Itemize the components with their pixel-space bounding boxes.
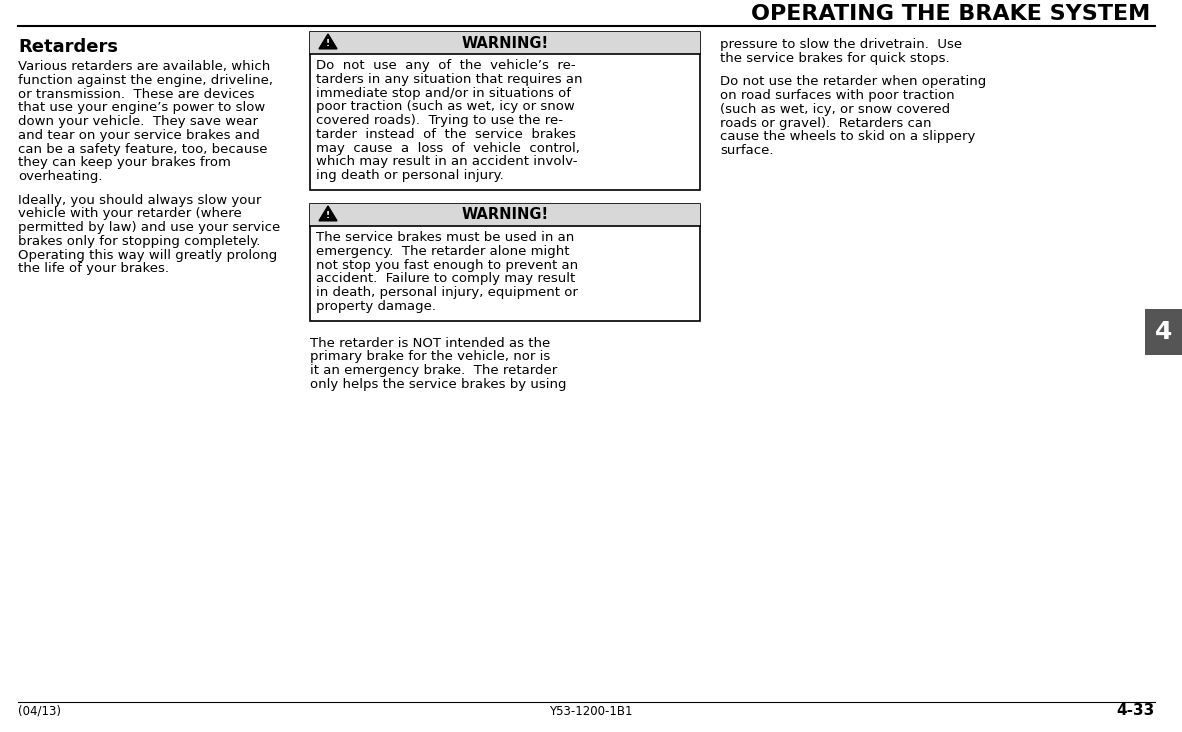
Text: Operating this way will greatly prolong: Operating this way will greatly prolong (18, 249, 278, 262)
Text: WARNING!: WARNING! (461, 35, 548, 51)
Text: it an emergency brake.  The retarder: it an emergency brake. The retarder (310, 365, 557, 377)
Text: on road surfaces with poor traction: on road surfaces with poor traction (720, 89, 955, 102)
Text: (such as wet, icy, or snow covered: (such as wet, icy, or snow covered (720, 102, 950, 116)
Text: ing death or personal injury.: ing death or personal injury. (316, 169, 504, 182)
Text: 4-33: 4-33 (1117, 703, 1155, 718)
FancyBboxPatch shape (310, 32, 700, 190)
Text: overheating.: overheating. (18, 171, 103, 183)
Text: property damage.: property damage. (316, 300, 436, 313)
Polygon shape (319, 206, 337, 221)
Text: the service brakes for quick stops.: the service brakes for quick stops. (720, 52, 949, 64)
Text: Ideally, you should always slow your: Ideally, you should always slow your (18, 194, 261, 206)
Text: tarders in any situation that requires an: tarders in any situation that requires a… (316, 72, 583, 86)
Text: down your vehicle.  They save wear: down your vehicle. They save wear (18, 115, 258, 128)
Text: Do  not  use  any  of  the  vehicle’s  re-: Do not use any of the vehicle’s re- (316, 59, 576, 72)
Text: The retarder is NOT intended as the: The retarder is NOT intended as the (310, 337, 551, 350)
Text: the life of your brakes.: the life of your brakes. (18, 263, 169, 275)
Text: primary brake for the vehicle, nor is: primary brake for the vehicle, nor is (310, 351, 551, 363)
Text: (04/13): (04/13) (18, 705, 61, 718)
Text: may  cause  a  loss  of  vehicle  control,: may cause a loss of vehicle control, (316, 142, 580, 154)
Text: roads or gravel).  Retarders can: roads or gravel). Retarders can (720, 116, 931, 130)
Text: not stop you fast enough to prevent an: not stop you fast enough to prevent an (316, 258, 578, 272)
Text: vehicle with your retarder (where: vehicle with your retarder (where (18, 207, 242, 220)
Polygon shape (319, 34, 337, 49)
Text: OPERATING THE BRAKE SYSTEM: OPERATING THE BRAKE SYSTEM (751, 4, 1150, 24)
Text: pressure to slow the drivetrain.  Use: pressure to slow the drivetrain. Use (720, 38, 962, 51)
FancyBboxPatch shape (310, 32, 700, 54)
Text: only helps the service brakes by using: only helps the service brakes by using (310, 378, 566, 391)
FancyBboxPatch shape (310, 204, 700, 321)
Text: brakes only for stopping completely.: brakes only for stopping completely. (18, 235, 260, 248)
Text: 4: 4 (1155, 320, 1173, 344)
Text: or transmission.  These are devices: or transmission. These are devices (18, 88, 254, 100)
Text: The service brakes must be used in an: The service brakes must be used in an (316, 231, 574, 244)
Text: in death, personal injury, equipment or: in death, personal injury, equipment or (316, 286, 578, 299)
Text: Y53-1200-1B1: Y53-1200-1B1 (550, 705, 632, 718)
Text: that use your engine’s power to slow: that use your engine’s power to slow (18, 101, 265, 114)
Text: poor traction (such as wet, icy or snow: poor traction (such as wet, icy or snow (316, 100, 574, 113)
FancyBboxPatch shape (310, 204, 700, 226)
Text: accident.  Failure to comply may result: accident. Failure to comply may result (316, 272, 576, 285)
Text: WARNING!: WARNING! (461, 207, 548, 223)
Text: tarder  instead  of  the  service  brakes: tarder instead of the service brakes (316, 128, 576, 141)
FancyBboxPatch shape (1145, 309, 1182, 355)
Text: function against the engine, driveline,: function against the engine, driveline, (18, 74, 273, 87)
Text: covered roads).  Trying to use the re-: covered roads). Trying to use the re- (316, 114, 563, 127)
Text: emergency.  The retarder alone might: emergency. The retarder alone might (316, 244, 570, 258)
Text: which may result in an accident involv-: which may result in an accident involv- (316, 155, 578, 168)
Text: !: ! (326, 212, 330, 220)
Text: immediate stop and/or in situations of: immediate stop and/or in situations of (316, 86, 571, 100)
Text: permitted by law) and use your service: permitted by law) and use your service (18, 221, 280, 234)
Text: they can keep your brakes from: they can keep your brakes from (18, 157, 230, 169)
Text: Retarders: Retarders (18, 38, 118, 56)
Text: can be a safety feature, too, because: can be a safety feature, too, because (18, 143, 267, 156)
Text: cause the wheels to skid on a slippery: cause the wheels to skid on a slippery (720, 130, 975, 143)
Text: !: ! (326, 40, 330, 48)
Text: Do not use the retarder when operating: Do not use the retarder when operating (720, 75, 986, 88)
Text: Various retarders are available, which: Various retarders are available, which (18, 60, 271, 73)
Text: and tear on your service brakes and: and tear on your service brakes and (18, 129, 260, 142)
Text: surface.: surface. (720, 144, 773, 157)
